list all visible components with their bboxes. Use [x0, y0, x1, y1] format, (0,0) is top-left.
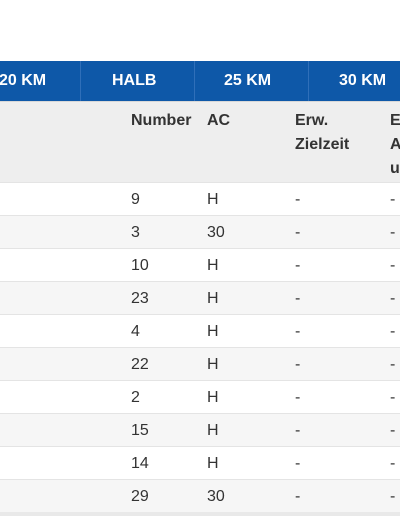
cell-number: 22 — [131, 356, 149, 373]
cell-number: 23 — [131, 290, 149, 307]
table-body: 9 H - - 3 30 - - 10 H - - 23 H - - 4 H -… — [0, 182, 400, 512]
cell-number: 3 — [131, 224, 140, 241]
cell-erw-zielzeit: - — [295, 389, 301, 406]
column-header-number[interactable]: Number — [131, 112, 192, 129]
tab-20km[interactable]: 20 KM — [0, 72, 47, 89]
cell-number: 4 — [131, 323, 140, 340]
cell-truncated: - — [390, 323, 396, 340]
table-header: Number AC Erw. Zielzeit E A u — [0, 101, 400, 183]
cell-number: 9 — [131, 191, 140, 208]
cell-ac: 30 — [207, 488, 225, 505]
tab-divider — [308, 61, 309, 101]
column-header-ac[interactable]: AC — [207, 112, 231, 129]
column-header-erw-line1: Erw. — [295, 112, 329, 129]
cell-ac: H — [207, 455, 219, 472]
table-row[interactable]: 9 H - - — [0, 182, 400, 215]
cell-erw-zielzeit: - — [295, 191, 301, 208]
cell-erw-zielzeit: - — [295, 224, 301, 241]
cell-truncated: - — [390, 224, 396, 241]
table-row[interactable]: 10 H - - — [0, 248, 400, 281]
table-row[interactable]: 29 30 - - — [0, 479, 400, 512]
cell-truncated: - — [390, 257, 396, 274]
tab-30km[interactable]: 30 KM — [339, 72, 387, 89]
cell-erw-zielzeit: - — [295, 422, 301, 439]
table-row[interactable]: 23 H - - — [0, 281, 400, 314]
cell-number: 10 — [131, 257, 149, 274]
cell-ac: H — [207, 422, 219, 439]
cell-ac: H — [207, 389, 219, 406]
table-row[interactable]: 14 H - - — [0, 446, 400, 479]
distance-tab-bar: 20 KM HALB 25 KM 30 KM — [0, 61, 400, 101]
cell-truncated: - — [390, 455, 396, 472]
cell-erw-zielzeit: - — [295, 455, 301, 472]
cell-ac: H — [207, 257, 219, 274]
tab-divider — [194, 61, 195, 101]
table-row[interactable]: 4 H - - — [0, 314, 400, 347]
cell-truncated: - — [390, 290, 396, 307]
cell-ac: H — [207, 356, 219, 373]
cell-ac: H — [207, 323, 219, 340]
cell-ac: H — [207, 191, 219, 208]
cell-ac: 30 — [207, 224, 225, 241]
cell-truncated: - — [390, 191, 396, 208]
column-header-truncated[interactable]: E A u — [390, 109, 400, 181]
cell-erw-zielzeit: - — [295, 257, 301, 274]
column-header-erw-line2: Zielzeit — [295, 136, 350, 153]
cell-truncated: - — [390, 356, 396, 373]
cell-number: 2 — [131, 389, 140, 406]
table-row[interactable]: 3 30 - - — [0, 215, 400, 248]
cell-erw-zielzeit: - — [295, 488, 301, 505]
cell-truncated: - — [390, 488, 396, 505]
table-row[interactable]: 22 H - - — [0, 347, 400, 380]
cell-ac: H — [207, 290, 219, 307]
tab-halb[interactable]: HALB — [112, 72, 157, 89]
cell-number: 29 — [131, 488, 149, 505]
column-header-truncated-line3: u — [390, 160, 400, 177]
cell-truncated: - — [390, 422, 396, 439]
column-header-truncated-line1: E — [390, 112, 400, 129]
cell-truncated: - — [390, 389, 396, 406]
table-row[interactable]: 15 H - - — [0, 413, 400, 446]
cell-number: 15 — [131, 422, 149, 439]
cell-erw-zielzeit: - — [295, 323, 301, 340]
table-row[interactable]: 2 H - - — [0, 380, 400, 413]
tab-divider — [80, 61, 81, 101]
column-header-truncated-line2: A — [390, 136, 400, 153]
table-bottom-edge — [0, 512, 400, 516]
cell-erw-zielzeit: - — [295, 290, 301, 307]
column-header-erw-zielzeit[interactable]: Erw. Zielzeit — [295, 109, 349, 157]
cell-erw-zielzeit: - — [295, 356, 301, 373]
tab-25km[interactable]: 25 KM — [224, 72, 272, 89]
cell-number: 14 — [131, 455, 149, 472]
